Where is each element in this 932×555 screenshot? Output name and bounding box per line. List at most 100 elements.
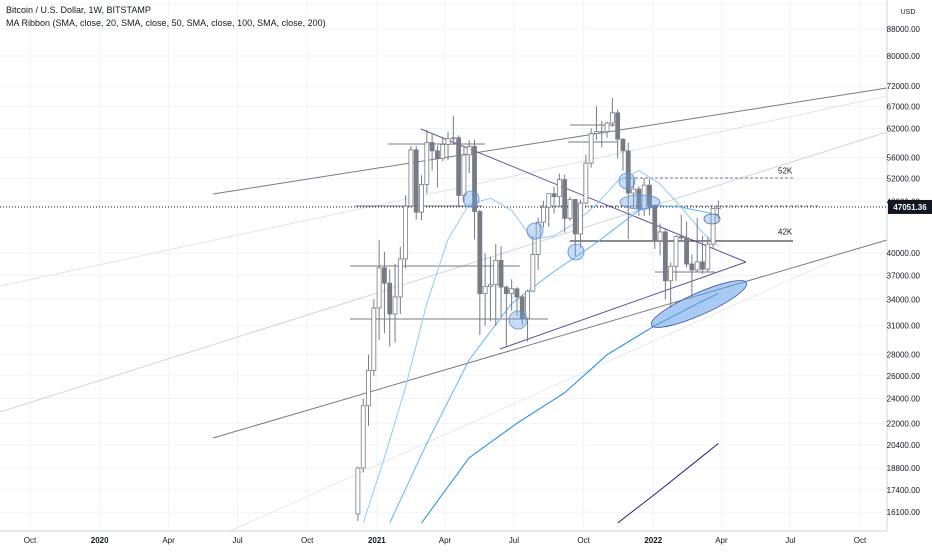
candle-body-down <box>472 146 477 212</box>
candle-body-up <box>583 162 589 204</box>
candle-body-up <box>392 296 398 315</box>
candle-body-down <box>514 288 520 298</box>
candle-body-up <box>631 188 636 194</box>
time-tick-label: 2020 <box>91 536 109 545</box>
candle-layer <box>355 97 721 522</box>
price-tick-label: 31000.00 <box>887 322 921 331</box>
candle-body-up <box>588 133 594 164</box>
candle-body-up <box>366 369 371 407</box>
price-tick-label: 56000.00 <box>887 153 921 162</box>
price-axis[interactable]: 88000.00 80000.00 72000.00 67000.00 62000.00… <box>887 25 921 517</box>
highlight-circle <box>526 222 544 240</box>
currency-label: USD <box>901 9 916 16</box>
candle-body-up <box>509 288 515 295</box>
price-tick-label: 88000.00 <box>887 25 921 34</box>
candle-body-up <box>482 285 488 295</box>
price-tick-label: 34000.00 <box>887 295 921 304</box>
candle-body-down <box>435 150 440 159</box>
trend-line-upper <box>212 87 888 195</box>
candle-body-up <box>594 131 599 134</box>
candle-body-down <box>562 179 568 219</box>
level-label: 42K <box>778 227 793 236</box>
highlight-circle <box>567 243 585 261</box>
candle-body-up <box>673 236 679 267</box>
level-labels-layer: 52K 42K <box>778 166 793 236</box>
candle-body-down <box>382 267 387 284</box>
highlight-ellipse-large <box>650 280 748 328</box>
highlight-circle <box>462 190 480 208</box>
candle-body-down <box>678 236 684 239</box>
chart-legend: Bitcoin / U.S. Dollar, 1W, BITSTAMP MA R… <box>6 4 326 30</box>
time-axis[interactable]: Oct 2020 Apr Jul Oct 2021 Apr Jul Oct 2022 Apr Jul O… <box>24 536 867 545</box>
candle-body-down <box>551 193 557 197</box>
candle-body-up <box>397 258 403 298</box>
candle-body-down <box>498 259 504 288</box>
candle-body-down <box>625 150 631 194</box>
annotation-shapes-layer <box>462 172 748 330</box>
level-label: 52K <box>778 166 793 175</box>
price-tick-label: 24000.00 <box>887 395 921 404</box>
highlight-circle <box>508 310 528 330</box>
time-tick-label: Jul <box>232 536 242 545</box>
candle-body-up <box>530 254 536 292</box>
candle-body-down <box>620 138 626 152</box>
candle-body-up <box>360 405 366 469</box>
triangle-lower-side <box>499 261 747 350</box>
time-tick-label: Apr <box>162 536 175 545</box>
candle-body-up <box>403 205 409 260</box>
price-tick-label: 28000.00 <box>887 351 921 360</box>
candle-body-down <box>519 296 525 319</box>
candle-body-up <box>461 154 467 196</box>
candle-body-up <box>578 202 583 235</box>
time-tick-label: Apr <box>715 536 728 545</box>
candle-body-down <box>477 211 483 295</box>
time-tick-label: Oct <box>854 536 867 545</box>
candle-body-up <box>450 137 456 140</box>
candle-body-down <box>684 237 689 265</box>
moving-average-line <box>362 169 719 524</box>
moving-average-line <box>389 204 719 524</box>
trend-line-faint <box>0 95 888 287</box>
candle-body-up <box>408 149 414 207</box>
candle-body-up <box>705 243 711 270</box>
candle-body-up <box>376 267 382 309</box>
candle-body-up <box>609 112 615 124</box>
last-price-marker: 47051.36 <box>888 199 932 214</box>
candle-body-down <box>700 261 705 270</box>
time-tick-label: Oct <box>301 536 314 545</box>
trend-line-faint <box>229 261 831 532</box>
candle-body-up <box>445 138 451 145</box>
price-tick-label: 80000.00 <box>887 52 921 61</box>
price-tick-label: 40000.00 <box>887 249 921 258</box>
candle-body-up <box>546 193 552 208</box>
candle-body-down <box>615 112 621 140</box>
candle-body-up <box>525 290 530 319</box>
price-tick-label: 16100.00 <box>887 508 921 517</box>
candle-body-up <box>710 208 716 245</box>
highlight-circle <box>618 172 636 190</box>
candle-body-down <box>572 199 578 235</box>
last-price-label: 47051.36 <box>893 203 927 212</box>
highlight-ellipse <box>619 194 661 210</box>
trend-line-faint <box>0 131 888 413</box>
last-price-box <box>888 199 932 214</box>
symbol-title[interactable]: Bitcoin / U.S. Dollar, 1W, BITSTAMP <box>6 5 151 15</box>
price-tick-label: 52000.00 <box>887 174 921 183</box>
candle-body-up <box>604 122 610 133</box>
candle-body-up <box>556 179 562 197</box>
time-tick-label: Jul <box>509 536 519 545</box>
candle-body-down <box>652 205 658 242</box>
time-tick-label: Oct <box>24 536 37 545</box>
time-tick-label: 2021 <box>368 536 386 545</box>
candle-body-up <box>424 142 430 185</box>
trend-line-lower <box>212 239 888 439</box>
time-tick-label: 2022 <box>644 536 662 545</box>
indicator-title[interactable]: MA Ribbon (SMA, close, 20, SMA, close, 5… <box>6 18 326 28</box>
candle-body-down <box>413 149 419 213</box>
candle-body-up <box>371 307 377 371</box>
candle-body-up <box>715 206 721 209</box>
candle-body-down <box>387 282 393 315</box>
time-tick-label: Apr <box>439 536 452 545</box>
